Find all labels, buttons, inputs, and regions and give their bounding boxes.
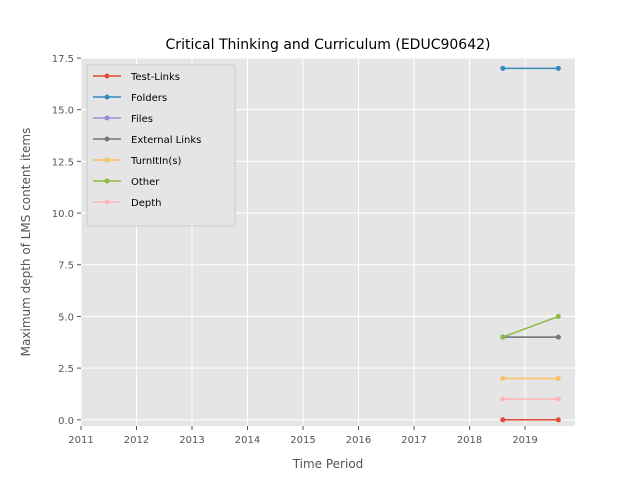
legend-marker xyxy=(104,94,110,100)
series-turnitin-s xyxy=(500,375,561,381)
legend-item: TurnItIn(s) xyxy=(93,156,181,167)
legend-box xyxy=(86,64,236,227)
data-point xyxy=(500,375,506,381)
series-folders xyxy=(500,65,561,71)
y-tick-label: 12.5 xyxy=(52,157,74,168)
legend-label: Folders xyxy=(131,93,167,104)
x-tick-label: 2011 xyxy=(68,435,93,446)
legend-label: Depth xyxy=(131,198,161,209)
legend-marker xyxy=(104,199,110,205)
x-tick-label: 2016 xyxy=(346,435,371,446)
legend-marker xyxy=(104,178,110,184)
series-depth xyxy=(500,396,561,402)
data-point xyxy=(555,375,561,381)
legend-marker xyxy=(104,136,110,142)
legend-marker xyxy=(104,73,110,79)
y-tick-label: 7.5 xyxy=(58,261,74,272)
x-tick-label: 2013 xyxy=(179,435,204,446)
data-point xyxy=(500,334,506,340)
legend-item: Folders xyxy=(93,93,167,104)
y-tick-label: 10.0 xyxy=(52,209,74,220)
x-tick-label: 2019 xyxy=(512,435,537,446)
legend: Test-Links Folders Files External Links Turn… xyxy=(86,64,236,227)
data-point xyxy=(500,65,506,71)
y-axis-label: Maximum depth of LMS content items xyxy=(19,128,33,357)
y-tick-label: 17.5 xyxy=(52,54,74,65)
legend-item: External Links xyxy=(93,135,201,146)
x-tick-label: 2018 xyxy=(457,435,482,446)
data-point xyxy=(500,417,506,423)
legend-label: TurnItIn(s) xyxy=(130,156,181,167)
series-other xyxy=(500,313,561,340)
legend-label: External Links xyxy=(131,135,201,146)
data-point xyxy=(555,334,561,340)
data-point xyxy=(500,396,506,402)
series-test-links xyxy=(500,417,561,423)
x-tick-label: 2015 xyxy=(290,435,315,446)
x-tick-label: 2017 xyxy=(401,435,426,446)
data-point xyxy=(555,396,561,402)
x-axis-label: Time Period xyxy=(292,457,364,471)
series-line xyxy=(502,315,559,338)
legend-item: Test-Links xyxy=(93,72,180,83)
data-point xyxy=(555,313,561,319)
x-tick-label: 2012 xyxy=(124,435,149,446)
data-point xyxy=(555,65,561,71)
data-point xyxy=(555,417,561,423)
legend-marker xyxy=(104,115,110,121)
y-tick-label: 2.5 xyxy=(58,364,74,375)
x-axis-ticks: 2011 2012 2013 2014 2015 2016 2017 2018 2019 xyxy=(68,426,538,446)
x-tick-label: 2014 xyxy=(235,435,260,446)
legend-label: Files xyxy=(131,114,153,125)
series-lines xyxy=(500,65,561,423)
legend-label: Test-Links xyxy=(130,72,180,83)
chart-title: Critical Thinking and Curriculum (EDUC90… xyxy=(166,37,491,53)
y-axis-ticks: 0.0 2.5 5.0 7.5 10.0 12.5 15.0 17.5 xyxy=(52,54,81,427)
legend-item: Other xyxy=(93,177,160,188)
legend-item: Files xyxy=(93,114,153,125)
legend-item: Depth xyxy=(93,198,161,209)
y-tick-label: 5.0 xyxy=(58,312,74,323)
legend-marker xyxy=(104,157,110,163)
y-tick-label: 0.0 xyxy=(58,416,74,427)
legend-label: Other xyxy=(131,177,160,188)
y-tick-label: 15.0 xyxy=(52,106,74,117)
